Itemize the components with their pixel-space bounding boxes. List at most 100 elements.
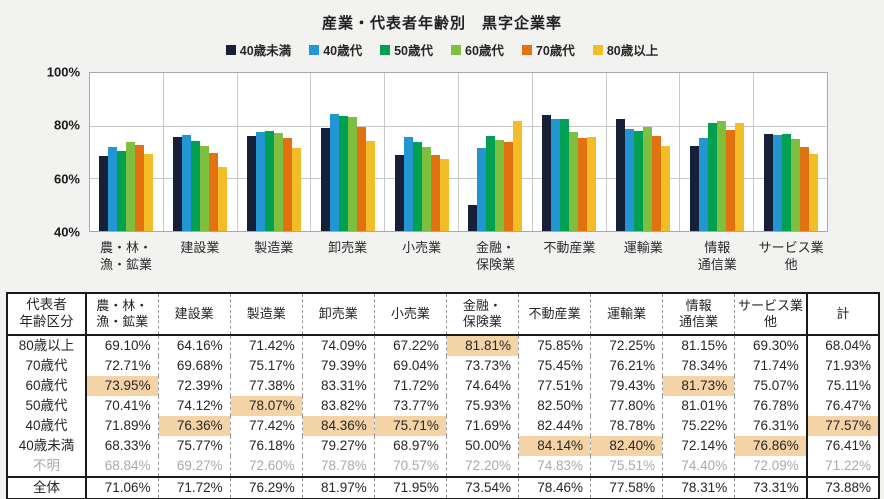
table-cell: 72.25% [590,335,663,356]
table-cell: 71.89% [84,416,159,436]
table-cell: 73.95% [84,376,159,396]
column-header-cell: 金融・ 保険業 [445,293,519,336]
bar [255,132,265,231]
table-cell: 73.31% [734,476,807,499]
legend-swatch-icon [521,44,532,55]
table-cell: 76.18% [229,436,303,456]
header-line: 卸売業 [318,305,358,321]
y-axis-tick-40: 40% [53,224,80,240]
table-cell: 71.42% [229,335,303,356]
bar [772,135,782,231]
legend-item: 40歳未満 [225,40,291,59]
header-line: 不動産業 [528,305,581,321]
plot-area [89,72,828,232]
bar-group [90,73,164,231]
bar [569,132,579,231]
column-header-cell: 製造業 [229,293,303,336]
bar-group [754,73,827,231]
table-cell: 72.60% [229,456,303,477]
table-cell: 68.33% [84,436,159,456]
bar [698,138,708,231]
bar [394,154,404,231]
x-axis-label: 金融・ 保険業 [459,240,533,274]
header-line: 建設業 [174,305,214,321]
table-cell: 69.30% [734,335,807,356]
table-cell: 72.14% [662,436,735,456]
header-line: 年齢区分 [19,314,74,329]
bar [135,144,145,231]
table-cell: 69.68% [157,356,231,376]
bar [99,156,109,231]
table-cell: 83.31% [301,376,375,396]
x-axis-label-line: 他 [784,256,798,272]
x-axis-label: サービス業他 [754,240,828,274]
y-axis-tick-100: 100% [46,64,80,80]
table-cell: 71.72% [157,476,231,499]
header-line: 小売業 [390,305,430,321]
legend-swatch-icon [225,44,236,55]
bar [439,159,449,231]
bar [642,127,652,231]
header-line: 他 [763,314,777,329]
bar [182,135,192,231]
table-row: 40歳代 71.89% 76.36% 77.42% 84.36% 75.71% 71.69%… [7,416,879,436]
legend-swatch-icon [309,44,320,55]
table-cell: 67.22% [373,335,447,356]
table-cell: 73.54% [445,476,519,499]
table-cell: 73.88% [805,476,879,499]
table-cell: 75.45% [517,356,591,376]
column-header-cell: 卸売業 [301,293,375,336]
table-cell: 75.85% [517,335,591,356]
bar [264,130,274,231]
bar [412,142,422,231]
bar [218,167,228,231]
table-cell: 75.71% [373,416,447,436]
table-cell: 78.07% [229,396,303,416]
x-axis-label-line: 農・林・ [99,240,152,255]
table-cell: 78.31% [662,476,735,499]
bar [633,131,643,231]
bar [734,122,744,231]
row-label-cell: 40歳未満 [18,438,75,453]
table-cell: 72.09% [734,456,807,477]
table-cell: 79.39% [301,356,375,376]
row-label-cell: 70歳代 [25,358,68,373]
bar-group [385,73,459,231]
table-row: 50歳代 70.41% 74.12% 78.07% 83.82% 73.77% 75.93%… [7,396,879,416]
bar [108,147,118,231]
table-row: 60歳代 73.95% 72.39% 77.38% 83.31% 71.72% 74.64%… [7,376,879,396]
table-cell: 72.39% [157,376,231,396]
table-cell: 77.38% [229,376,303,396]
table-cell: 74.64% [445,376,519,396]
bar [273,132,283,231]
table-cell: 70.41% [84,396,159,416]
bar-group [164,73,238,231]
table-cell: 82.44% [517,416,591,436]
table-cell: 78.78% [301,456,375,477]
table-cell: 77.80% [590,396,663,416]
y-axis-tick-60: 60% [53,171,80,187]
table-cell: 78.78% [590,416,663,436]
table-cell: 71.93% [805,356,879,376]
bar [126,141,136,231]
table-cell: 77.57% [805,416,879,436]
x-axis-label-line: 通信業 [697,256,737,272]
data-table: 代表者 年齢区分 農・林・ 漁・鉱業 建設業 製造業 卸売業 小売業 金融・ 保険業 不動産業 運輸業… [6,292,880,499]
header-line: 金融・ [462,297,502,313]
bar [651,135,661,231]
x-axis-label-line: 建設業 [180,240,220,255]
column-header-cell: サービス業他 [734,293,807,336]
table-cell: 78.46% [517,476,591,499]
bar [365,141,375,231]
bar [477,147,487,231]
table-cell: 76.31% [734,416,807,436]
table-cell: 68.04% [805,335,879,356]
bar [542,114,552,231]
legend-label: 40歳代 [323,44,363,58]
table-cell: 71.72% [373,376,447,396]
bar [347,116,357,231]
header-line: 農・林・ [96,297,149,313]
table-cell: 76.86% [734,436,807,456]
table-cell: 82.40% [590,436,663,456]
x-axis-label-line: 漁・鉱業 [99,256,152,272]
